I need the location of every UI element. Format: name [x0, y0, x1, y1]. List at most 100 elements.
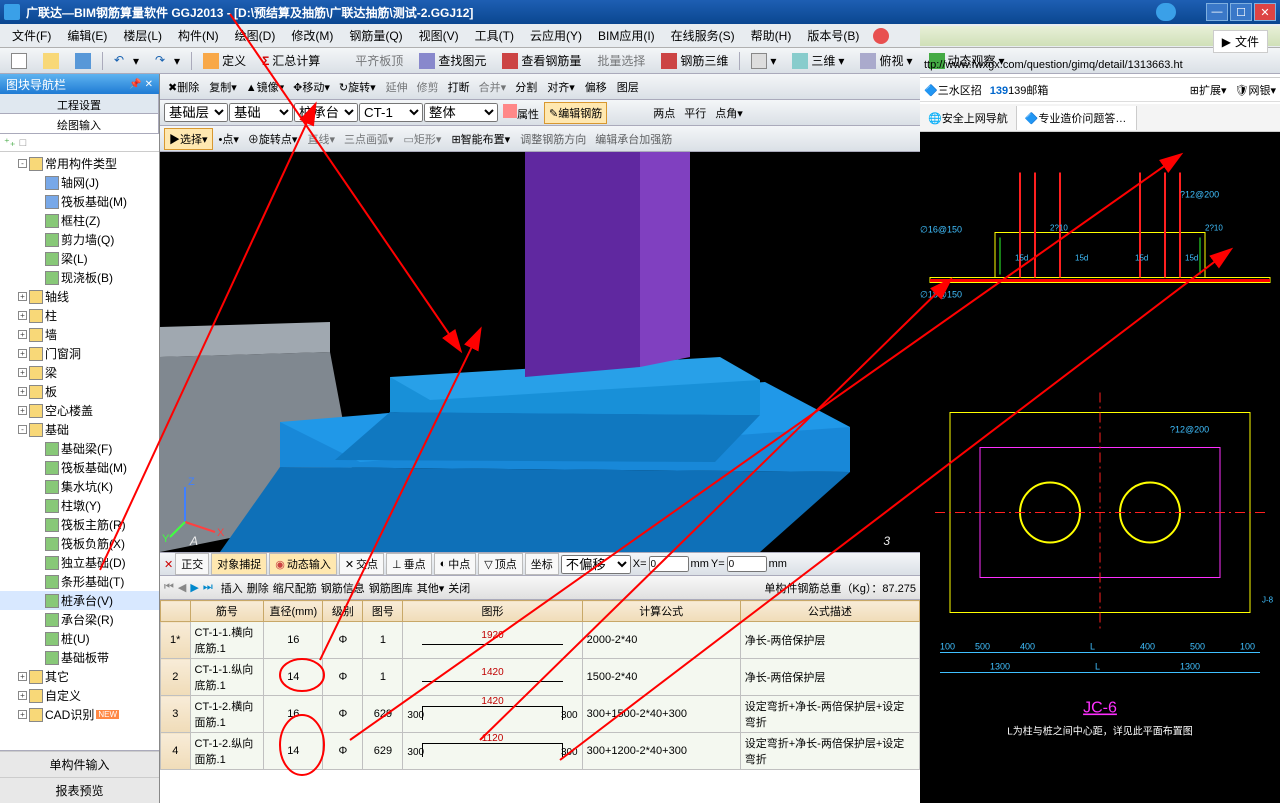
tree-node[interactable]: +轴线: [0, 287, 159, 306]
bk2[interactable]: 139139邮箱: [990, 82, 1049, 98]
name-select[interactable]: CT-1: [359, 103, 423, 122]
tree-node[interactable]: +自定义: [0, 686, 159, 705]
tree-node[interactable]: +柱: [0, 306, 159, 325]
expand-icon[interactable]: ⁺₊: [4, 136, 16, 149]
menu-edit[interactable]: 编辑(E): [59, 24, 115, 47]
collapse-icon[interactable]: □: [20, 137, 27, 149]
3d-viewport[interactable]: Z X Y A 3: [160, 152, 920, 552]
menu-file[interactable]: 文件(F): [4, 24, 59, 47]
split-button[interactable]: 分割: [511, 77, 541, 97]
pin-icon[interactable]: 📌 ✕: [129, 79, 153, 90]
menu-floor[interactable]: 楼层(L): [115, 24, 170, 47]
tab-settings[interactable]: 工程设置: [0, 94, 159, 113]
browser-tab-1[interactable]: 🌐安全上网导航: [920, 106, 1017, 130]
tab-single-input[interactable]: 单构件输入: [0, 751, 159, 777]
category-select[interactable]: 基础: [229, 103, 293, 122]
tree-node[interactable]: -常用构件类型: [0, 154, 159, 173]
tree-node[interactable]: +梁: [0, 363, 159, 382]
mirror-button[interactable]: ▲镜像▾: [242, 77, 288, 97]
menu-online[interactable]: 在线服务(S): [663, 24, 743, 47]
save-button[interactable]: [68, 50, 98, 72]
edit-rebar-button[interactable]: ✎编辑钢筋: [544, 102, 607, 124]
align-button[interactable]: 对齐▾: [543, 77, 579, 97]
tree-node[interactable]: 筏板负筋(X): [0, 534, 159, 553]
tree-node[interactable]: +空心楼盖: [0, 401, 159, 420]
url-text[interactable]: ttp://www.fwxgx.com/question/gimq/detail…: [924, 59, 1183, 71]
minimize-button[interactable]: —: [1206, 3, 1228, 21]
rotpoint-button[interactable]: ⊕旋转点▾: [244, 129, 302, 149]
tree-node[interactable]: 桩承台(V): [0, 591, 159, 610]
tree-node[interactable]: +CAD识别 NEW: [0, 705, 159, 724]
redo-button[interactable]: ↷▾: [148, 50, 187, 72]
tree-node[interactable]: +墙: [0, 325, 159, 344]
tree-node[interactable]: 独立基础(D): [0, 553, 159, 572]
table-row[interactable]: 4CT-1-2.纵向面筋.114Φ6293001120300300+1200-2…: [161, 733, 920, 770]
layer-button[interactable]: 图层: [613, 77, 643, 97]
merge-button[interactable]: 合并▾: [475, 77, 511, 97]
mid-snap[interactable]: ◐中点: [434, 553, 477, 575]
tree-node[interactable]: +门窗洞: [0, 344, 159, 363]
menu-tools[interactable]: 工具(T): [467, 24, 522, 47]
extend-button[interactable]: 延伸: [382, 77, 412, 97]
scope-select[interactable]: 整体: [424, 103, 498, 122]
int-snap[interactable]: ✕交点: [339, 553, 384, 575]
view-3d-button[interactable]: 三维▾: [785, 49, 851, 72]
line-button[interactable]: 直线▾: [303, 129, 339, 149]
undo-button[interactable]: ↶▾: [107, 50, 146, 72]
select-button[interactable]: ▶选择▾: [164, 128, 213, 150]
y-input[interactable]: [727, 556, 767, 572]
view-2d-button[interactable]: ▾: [744, 50, 783, 72]
file-menu[interactable]: ▶ 文件: [1213, 30, 1268, 53]
table-row[interactable]: 1*CT-1-1.横向底筋.116Φ119202000-2*40净长-两倍保护层: [161, 622, 920, 659]
ortho-toggle[interactable]: 正交: [175, 553, 209, 575]
offset-button[interactable]: 偏移: [581, 77, 611, 97]
top-snap[interactable]: ▽顶点: [478, 553, 522, 575]
osnap-toggle[interactable]: 对象捕捉: [211, 553, 267, 575]
menu-version[interactable]: 版本号(B): [799, 24, 867, 47]
search-button[interactable]: 查找图元: [412, 49, 493, 72]
attr-button[interactable]: 属性: [499, 102, 543, 124]
menu-bim[interactable]: BIM应用(I): [590, 24, 663, 47]
menu-modify[interactable]: 修改(M): [283, 24, 341, 47]
element-tree[interactable]: -常用构件类型轴网(J)筏板基础(M)框柱(Z)剪力墙(Q)梁(L)现浇板(B)…: [0, 152, 159, 750]
tree-node[interactable]: 剪力墙(Q): [0, 230, 159, 249]
perspective-button[interactable]: 俯视▾: [853, 49, 919, 72]
delete2-button[interactable]: 删除: [247, 580, 269, 596]
new-button[interactable]: [4, 50, 34, 72]
break-button[interactable]: 打断: [444, 77, 474, 97]
open-button[interactable]: [36, 50, 66, 72]
tree-node[interactable]: 筏板基础(M): [0, 192, 159, 211]
maximize-button[interactable]: ☐: [1230, 3, 1252, 21]
close2-button[interactable]: 关闭: [448, 580, 470, 596]
adjdir-button[interactable]: 调整钢筋方向: [516, 129, 590, 149]
check-rebar-button[interactable]: 查看钢筋量: [495, 49, 588, 72]
menu-view[interactable]: 视图(V): [411, 24, 467, 47]
reblib-button[interactable]: 钢筋图库: [369, 580, 413, 596]
floor-select[interactable]: 基础层: [164, 103, 228, 122]
tab-draw-input[interactable]: 绘图输入: [0, 114, 159, 133]
menu-cloud[interactable]: 云应用(Y): [522, 24, 590, 47]
batch-button[interactable]: 批量选择: [590, 49, 652, 72]
bank-button[interactable]: 🛡网银▾: [1235, 82, 1277, 98]
table-row[interactable]: 3CT-1-2.横向面筋.116Φ6293001420300300+1500-2…: [161, 696, 920, 733]
auto-button[interactable]: ⊞智能布置▾: [447, 129, 514, 149]
delete-button[interactable]: ✖删除: [164, 77, 203, 97]
scale-button[interactable]: 缩尺配筋: [273, 580, 317, 596]
ext-button[interactable]: ⊞扩展▾: [1190, 82, 1227, 98]
bk1[interactable]: 🔷三水区招: [924, 82, 982, 98]
tri-button[interactable]: 钢筋三维: [654, 49, 735, 72]
tree-node[interactable]: 基础板带: [0, 648, 159, 667]
dynin-toggle[interactable]: ◉动态输入: [269, 553, 337, 575]
trim-button[interactable]: 修剪: [413, 77, 443, 97]
tree-node[interactable]: 框柱(Z): [0, 211, 159, 230]
insert-button[interactable]: 插入: [221, 580, 243, 596]
totals-button[interactable]: Σ汇总计算: [255, 49, 327, 72]
define-button[interactable]: 定义: [196, 49, 253, 72]
tab-report[interactable]: 报表预览: [0, 777, 159, 803]
rotate-button[interactable]: ↻旋转▾: [335, 77, 380, 97]
perp-snap[interactable]: ⊥垂点: [386, 553, 432, 575]
tree-node[interactable]: 承台梁(R): [0, 610, 159, 629]
x-input[interactable]: [649, 556, 689, 572]
menu-rebar[interactable]: 钢筋量(Q): [341, 24, 410, 47]
cloud-icon[interactable]: [1156, 3, 1176, 21]
